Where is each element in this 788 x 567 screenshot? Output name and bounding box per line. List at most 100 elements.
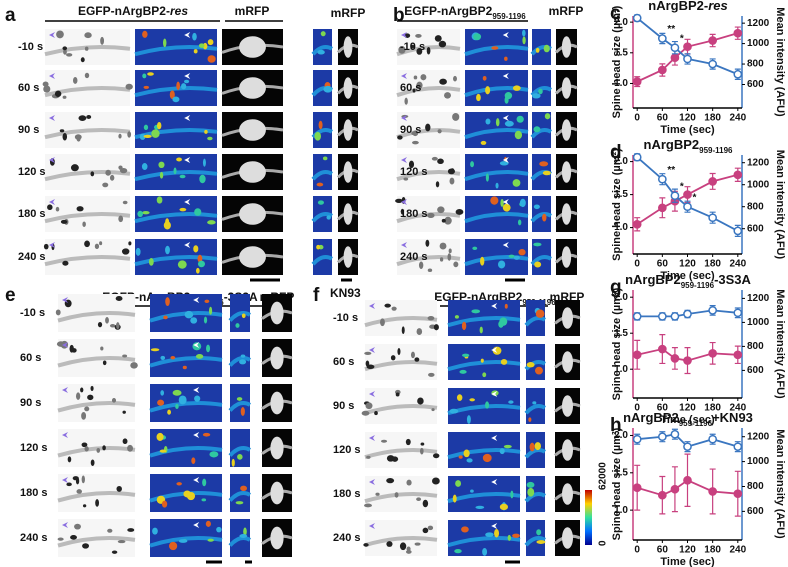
data-point [632,434,642,444]
micrograph [447,388,521,424]
time-label: 120 s [20,442,48,454]
spine [74,523,81,530]
arrowhead [491,347,498,353]
spine [102,360,107,366]
dendrite [228,311,251,322]
data-point [708,177,718,186]
spine [231,458,235,467]
arrowhead [193,342,200,348]
data-point [683,309,692,319]
dendrite [44,128,131,140]
spine [117,540,126,544]
spine [176,482,182,486]
spine [405,438,411,446]
spine [562,307,573,329]
data-point [632,13,642,23]
spine [470,489,474,493]
micrograph [336,239,359,275]
spine [102,182,109,188]
spine [420,447,424,455]
data-point [683,475,692,485]
spine [270,526,284,550]
spine [326,215,331,220]
time-label: 240 s [400,251,428,263]
chart-title: nArgBP2-res [648,0,727,13]
spine [116,485,122,492]
data-point [670,43,680,53]
spine [529,442,535,452]
spine [366,364,375,370]
micrograph [396,112,461,148]
micrograph [396,154,461,190]
spine [411,131,416,135]
spine [178,395,187,405]
micrograph [464,239,529,275]
spine [437,129,442,134]
spine [63,48,67,55]
arrowhead [491,435,498,441]
spine [135,247,141,256]
spine [427,315,435,321]
spine [163,315,168,320]
data-point [657,174,667,184]
spine [60,219,68,224]
micrograph [396,70,461,106]
spine [422,527,429,534]
x-tick-label: 240 [729,113,746,124]
arrowhead [49,157,55,163]
spine [204,299,210,304]
colorbar-min: 0 [598,540,609,546]
arrowhead [193,432,200,438]
y-tick-label: 1.5 [614,47,628,58]
spine [202,432,211,437]
spine [536,540,546,544]
micrograph [464,154,529,190]
spine [90,171,95,177]
micrograph [42,70,133,106]
micrograph [228,519,251,557]
spine [82,504,87,508]
time-label: 90 s [333,400,354,412]
spine [239,36,266,58]
data-point [733,350,743,360]
dendrite [311,255,333,266]
spine [130,362,138,369]
spine [469,398,475,402]
spine [198,43,205,48]
micrograph [530,70,552,106]
spine [439,242,447,250]
spine [533,242,542,247]
x-tick-label: 60 [657,259,669,270]
spine [105,169,111,176]
spine [183,79,190,84]
spine [84,72,90,79]
spine [322,156,328,161]
y-tick-label: 2.0 [614,17,628,28]
data-point [733,69,743,79]
spine [413,75,418,80]
spine [391,306,397,311]
micrograph [447,476,521,512]
spine [122,410,126,414]
spine [504,56,508,61]
spine [479,326,483,334]
micrograph [55,294,136,332]
micrograph [261,519,293,557]
spine [270,481,284,505]
spine [508,400,514,404]
spine [508,254,515,259]
time-label: 180 s [333,488,361,500]
micrograph [228,339,251,377]
spine [193,49,198,54]
spine [452,494,457,503]
spine [534,261,542,268]
y2-tick-label: 600 [747,506,764,517]
spine [412,140,419,145]
y-tick-label: 2.0 [614,156,628,167]
x-tick-label: 60 [657,113,669,124]
text-part: 959-1196 [681,281,715,290]
y-tick-label: 2.0 [614,430,628,441]
arrowhead [193,387,200,393]
y-tick-label: 1.0 [614,364,628,375]
spine [375,492,380,496]
